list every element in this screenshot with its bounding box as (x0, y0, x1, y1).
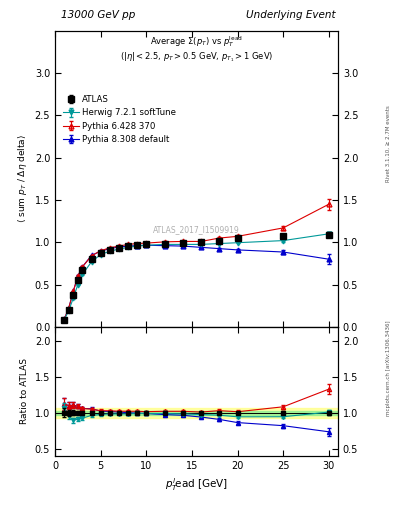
Text: 13000 GeV pp: 13000 GeV pp (61, 10, 135, 20)
Text: Underlying Event: Underlying Event (246, 10, 336, 20)
Y-axis label: Ratio to ATLAS: Ratio to ATLAS (20, 358, 29, 424)
Bar (55, 408, 338, 418)
Y-axis label: $\langle$ sum $p_T$ / $\Delta\eta$ delta$\rangle$: $\langle$ sum $p_T$ / $\Delta\eta$ delta… (16, 134, 29, 223)
Text: Rivet 3.1.10, ≥ 2.7M events: Rivet 3.1.10, ≥ 2.7M events (386, 105, 391, 182)
X-axis label: $p_T^l\!$ead [GeV]: $p_T^l\!$ead [GeV] (165, 476, 228, 493)
Legend: ATLAS, Herwig 7.2.1 softTune, Pythia 6.428 370, Pythia 8.308 default: ATLAS, Herwig 7.2.1 softTune, Pythia 6.4… (61, 93, 178, 146)
Bar (55, 411, 338, 415)
Text: mcplots.cern.ch [arXiv:1306.3436]: mcplots.cern.ch [arXiv:1306.3436] (386, 321, 391, 416)
Text: Average $\Sigma(p_T)$ vs $p_T^{\rm lead}$
($|\eta|<2.5$, $p_T>0.5$ GeV, $p_{T_1}: Average $\Sigma(p_T)$ vs $p_T^{\rm lead}… (120, 34, 273, 64)
Text: ATLAS_2017_I1509919: ATLAS_2017_I1509919 (153, 225, 240, 233)
